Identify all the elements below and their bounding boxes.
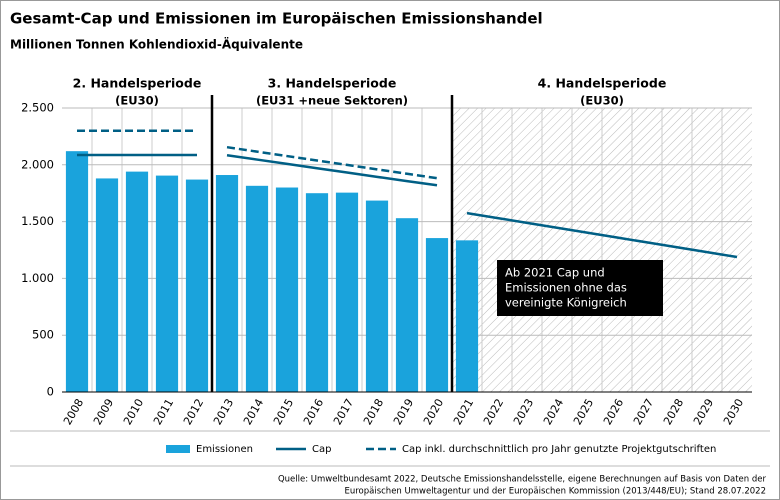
x-tick-label: 2025 (571, 397, 596, 428)
x-tick-label: 2030 (721, 397, 746, 428)
x-tick-label: 2029 (691, 397, 716, 428)
bar (155, 175, 179, 392)
bar (245, 185, 269, 392)
legend-label: Cap inkl. durchschnittlich pro Jahr genu… (402, 444, 716, 455)
bar (335, 192, 359, 392)
chart-title: Gesamt-Cap und Emissionen im Europäische… (10, 10, 543, 28)
legend-label: Emissionen (196, 444, 253, 455)
x-tick-label: 2024 (541, 397, 566, 428)
y-tick-label: 2.500 (21, 101, 54, 115)
x-tick-label: 2022 (481, 397, 506, 428)
bar (395, 218, 419, 392)
bar (215, 175, 239, 392)
y-tick-label: 1.000 (21, 271, 54, 285)
x-tick-label: 2018 (361, 397, 386, 428)
period-label: 3. Handelsperiode (268, 76, 397, 91)
y-tick-label: 500 (32, 328, 54, 342)
bar (365, 200, 389, 392)
bar (425, 238, 449, 392)
x-tick-label: 2015 (271, 397, 296, 428)
period-label: 4. Handelsperiode (538, 76, 667, 91)
bar (275, 187, 299, 392)
period-sublabel: (EU31 +neue Sektoren) (256, 94, 408, 108)
bar (455, 240, 479, 392)
x-tick-label: 2008 (61, 397, 86, 428)
x-tick-label: 2009 (91, 397, 116, 428)
source: Quelle: Umweltbundesamt 2022, Deutsche E… (278, 475, 767, 485)
bar (125, 171, 149, 392)
period-sublabel: (EU30) (580, 94, 624, 108)
x-tick-label: 2016 (301, 397, 326, 428)
period-label: 2. Handelsperiode (73, 76, 202, 91)
y-tick-label: 0 (47, 385, 54, 399)
y-tick-label: 1.500 (21, 214, 54, 228)
x-tick-label: 2017 (331, 397, 356, 428)
legend-swatch (166, 445, 190, 453)
bar (305, 193, 329, 392)
x-tick-label: 2027 (631, 397, 656, 428)
x-tick-label: 2010 (121, 397, 146, 428)
annotation: vereinigte Königreich (505, 296, 627, 310)
x-tick-label: 2013 (211, 397, 236, 428)
x-tick-label: 2028 (661, 397, 686, 428)
annotation-box (497, 260, 663, 316)
legend-label: Cap (312, 444, 331, 455)
annotation: Ab 2021 Cap und (505, 266, 605, 280)
annotation: Emissionen ohne das (505, 281, 627, 295)
x-tick-label: 2021 (451, 397, 476, 428)
x-tick-label: 2020 (421, 397, 446, 428)
line (77, 153, 738, 259)
bar (65, 151, 89, 392)
bar (95, 178, 119, 392)
x-tick-label: 2012 (181, 397, 206, 428)
line (77, 129, 438, 180)
y-tick-label: 2.000 (21, 157, 54, 171)
x-tick-label: 2019 (391, 397, 416, 428)
x-tick-label: 2026 (601, 397, 626, 428)
x-tick-label: 2023 (511, 397, 536, 428)
source: Europäischen Umweltagentur und der Europ… (344, 487, 766, 497)
x-tick-label: 2014 (241, 397, 266, 428)
chart-subtitle: Millionen Tonnen Kohlendioxid-Äquivalent… (10, 37, 303, 52)
bar (185, 179, 209, 392)
x-tick-label: 2011 (151, 397, 176, 428)
period-sublabel: (EU30) (115, 94, 159, 108)
